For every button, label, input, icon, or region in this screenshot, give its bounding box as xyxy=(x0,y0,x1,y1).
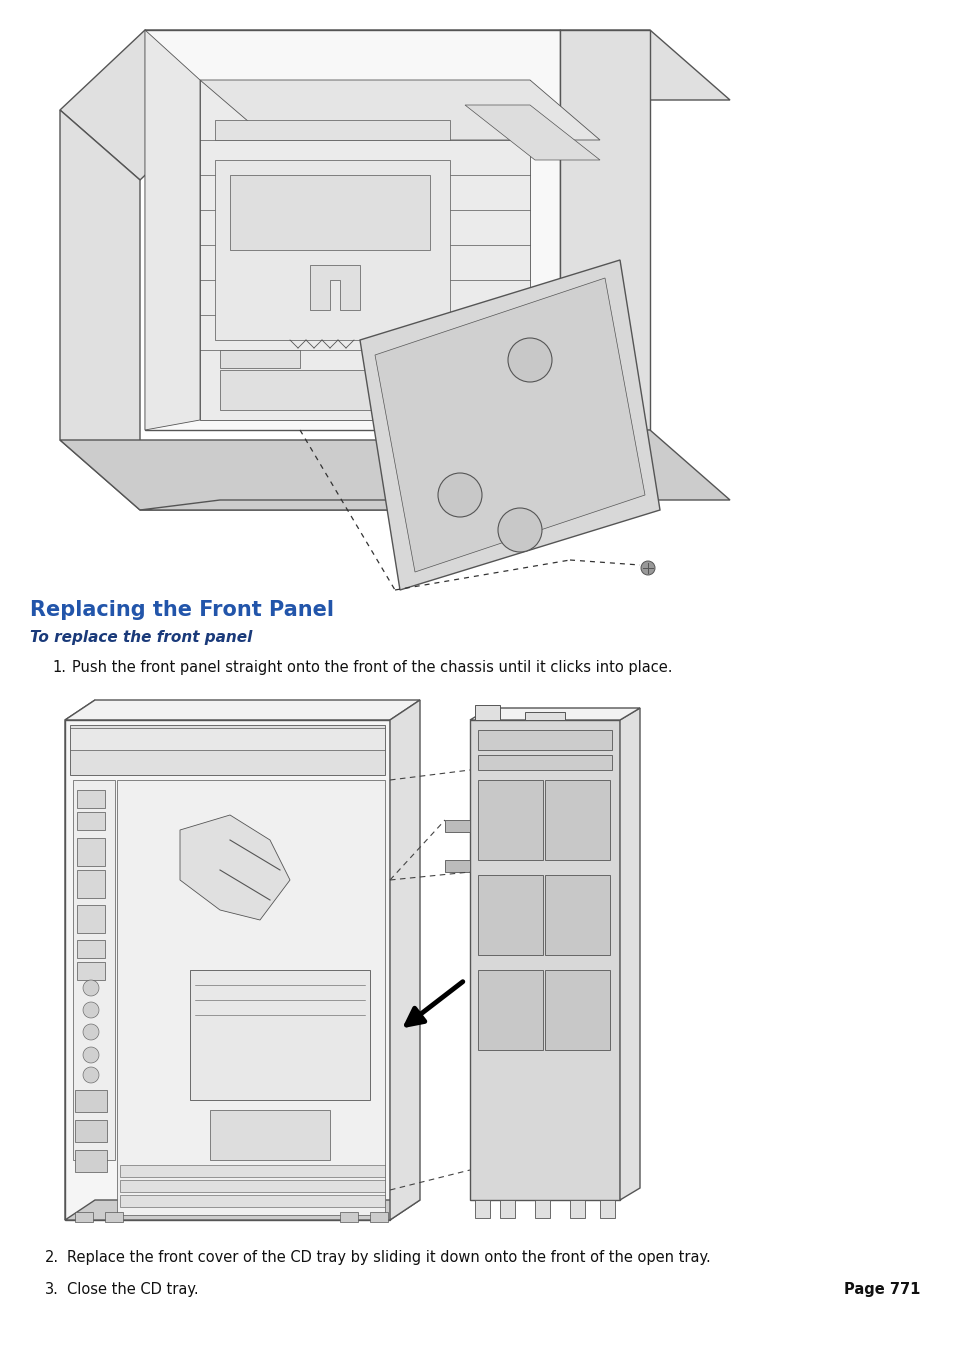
Polygon shape xyxy=(524,712,564,720)
Polygon shape xyxy=(470,720,619,1200)
Polygon shape xyxy=(444,861,470,871)
Polygon shape xyxy=(145,30,559,430)
Polygon shape xyxy=(60,30,225,180)
Polygon shape xyxy=(559,30,649,430)
Polygon shape xyxy=(599,1200,615,1219)
Bar xyxy=(77,838,105,866)
Circle shape xyxy=(497,508,541,553)
Bar xyxy=(120,1179,385,1192)
Text: 3.: 3. xyxy=(45,1282,59,1297)
Polygon shape xyxy=(190,970,370,1100)
Text: Replacing the Front Panel: Replacing the Front Panel xyxy=(30,600,334,620)
Polygon shape xyxy=(200,80,530,420)
Text: To replace the front panel: To replace the front panel xyxy=(30,630,253,644)
Bar xyxy=(544,970,609,1050)
Polygon shape xyxy=(464,105,599,159)
Polygon shape xyxy=(214,159,450,340)
Circle shape xyxy=(437,473,481,517)
Text: Push the front panel straight onto the front of the chassis until it clicks into: Push the front panel straight onto the f… xyxy=(71,661,672,676)
Circle shape xyxy=(83,1067,99,1084)
Bar xyxy=(75,1120,107,1142)
Polygon shape xyxy=(70,728,385,750)
Bar xyxy=(477,730,612,750)
Polygon shape xyxy=(73,780,115,1161)
Bar xyxy=(75,1090,107,1112)
Text: 1.: 1. xyxy=(52,661,66,676)
Circle shape xyxy=(507,338,552,382)
Polygon shape xyxy=(140,500,639,509)
Bar xyxy=(105,1212,123,1223)
Circle shape xyxy=(83,979,99,996)
Polygon shape xyxy=(210,1111,330,1161)
Bar xyxy=(77,790,105,808)
Polygon shape xyxy=(619,708,639,1200)
Bar xyxy=(77,940,105,958)
Polygon shape xyxy=(70,725,385,775)
Polygon shape xyxy=(60,440,559,509)
Bar xyxy=(77,812,105,830)
Circle shape xyxy=(640,561,655,576)
Polygon shape xyxy=(65,1200,419,1220)
Polygon shape xyxy=(475,705,499,720)
Polygon shape xyxy=(470,708,639,720)
Polygon shape xyxy=(145,30,639,100)
Text: Page 771: Page 771 xyxy=(842,1282,919,1297)
Polygon shape xyxy=(569,1200,584,1219)
Bar xyxy=(544,780,609,861)
Polygon shape xyxy=(220,370,390,409)
Polygon shape xyxy=(200,80,599,141)
Polygon shape xyxy=(375,278,644,571)
Polygon shape xyxy=(60,109,140,509)
Polygon shape xyxy=(65,700,95,1220)
Bar xyxy=(77,905,105,934)
Text: 2.: 2. xyxy=(45,1250,59,1265)
Bar xyxy=(75,1212,92,1223)
Polygon shape xyxy=(310,265,359,309)
Polygon shape xyxy=(390,700,419,1220)
Polygon shape xyxy=(559,430,729,500)
Bar xyxy=(477,780,542,861)
Bar xyxy=(544,875,609,955)
Polygon shape xyxy=(559,30,729,100)
Bar xyxy=(120,1196,385,1206)
Circle shape xyxy=(83,1047,99,1063)
Polygon shape xyxy=(117,780,385,1215)
Polygon shape xyxy=(499,1200,515,1219)
Bar xyxy=(477,875,542,955)
Bar xyxy=(370,1212,388,1223)
Polygon shape xyxy=(65,700,419,720)
Polygon shape xyxy=(180,815,290,920)
Polygon shape xyxy=(535,1200,550,1219)
Bar xyxy=(120,1165,385,1177)
Bar xyxy=(477,970,542,1050)
Polygon shape xyxy=(230,176,430,250)
Polygon shape xyxy=(220,350,299,367)
Polygon shape xyxy=(475,1200,490,1219)
Circle shape xyxy=(83,1024,99,1040)
Text: Replace the front cover of the CD tray by sliding it down onto the front of the : Replace the front cover of the CD tray b… xyxy=(67,1250,710,1265)
Polygon shape xyxy=(214,120,450,141)
Bar xyxy=(477,755,612,770)
Text: Close the CD tray.: Close the CD tray. xyxy=(67,1282,198,1297)
Bar xyxy=(77,962,105,979)
Polygon shape xyxy=(65,720,390,1220)
Bar xyxy=(77,870,105,898)
Polygon shape xyxy=(145,30,200,430)
Bar xyxy=(339,1212,357,1223)
Circle shape xyxy=(83,1002,99,1019)
Bar xyxy=(75,1150,107,1173)
Polygon shape xyxy=(444,820,470,832)
Polygon shape xyxy=(359,259,659,590)
